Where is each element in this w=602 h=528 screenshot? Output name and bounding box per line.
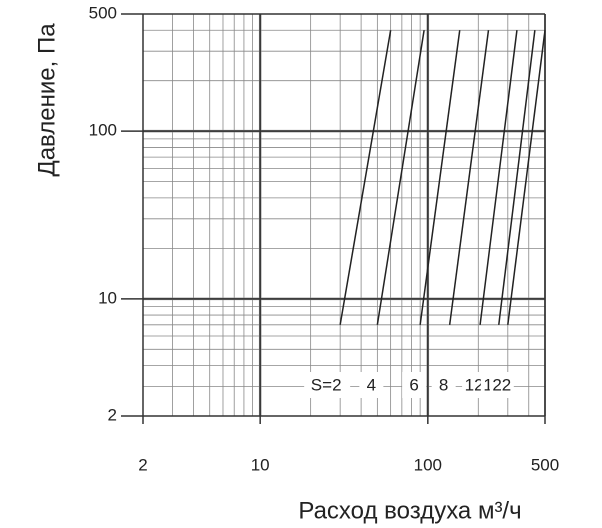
series-line: [419, 30, 461, 325]
legend-label: 12: [465, 375, 484, 394]
legend-label: S=2: [311, 375, 342, 394]
y-tick-label: 500: [89, 3, 117, 22]
legend-bg: [402, 372, 427, 398]
y-tick-label: 10: [98, 288, 117, 307]
legend-label: 6: [409, 375, 418, 394]
y-tick-label: 2: [108, 405, 117, 424]
legend-bg: [431, 372, 456, 398]
legend-label: 4: [367, 375, 376, 394]
x-axis-title: Расход воздуха м³/ч: [298, 497, 521, 524]
series-line: [479, 30, 518, 325]
x-tick-label: 100: [414, 455, 442, 474]
y-axis-title: Давление, Па: [33, 23, 60, 177]
x-tick-label: 500: [531, 455, 559, 474]
series-line: [339, 30, 392, 325]
legend-label: 8: [439, 375, 448, 394]
series-line: [448, 30, 490, 325]
legend-label: 22: [492, 375, 511, 394]
legend-bg: [489, 372, 514, 398]
legend-bg: [304, 372, 351, 398]
series-line: [498, 30, 536, 325]
series-line: [507, 30, 546, 325]
series-line: [376, 30, 425, 325]
y-tick-label: 100: [89, 121, 117, 140]
x-tick-label: 10: [251, 455, 270, 474]
legend-bg: [359, 372, 384, 398]
x-tick-label: 2: [138, 455, 147, 474]
